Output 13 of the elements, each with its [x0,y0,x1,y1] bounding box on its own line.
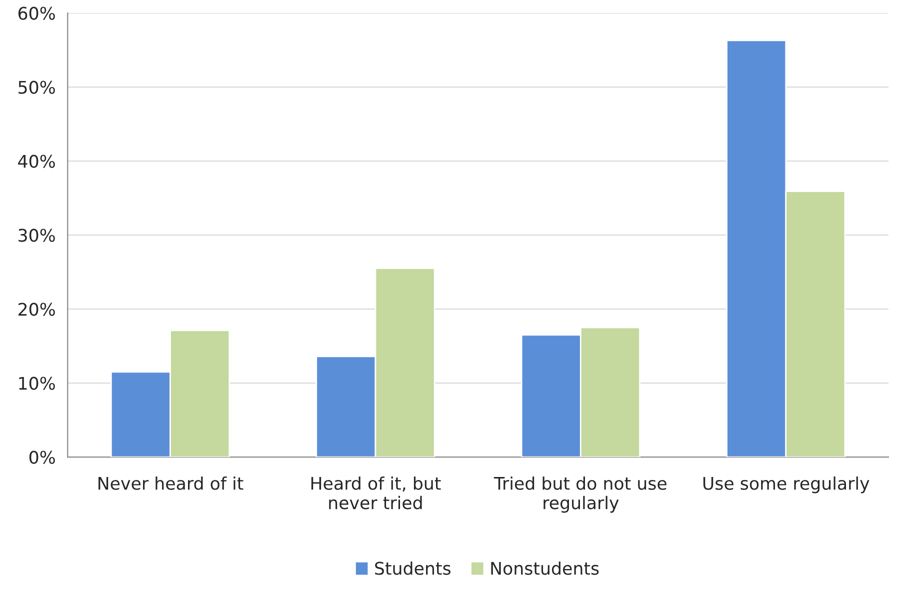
x-tick-label: Never heard of it [98,476,244,490]
y-tick-label: 40% [18,154,55,168]
legend-label: Nonstudents [491,561,599,575]
y-tick-label: 0% [29,450,55,464]
y-tick-label: 20% [18,302,55,316]
y-tick-label: 50% [18,80,55,94]
legend-label: Students [375,561,450,575]
x-tick-label: Use some regularly [703,476,870,494]
y-tick-label: 30% [18,228,55,242]
y-tick-label: 10% [19,376,55,390]
y-tick-label: 60% [18,6,55,20]
x-tick-label: Tried but do not use regularly [494,476,666,513]
x-tick-label: Heard of it, but never tried [311,476,441,510]
